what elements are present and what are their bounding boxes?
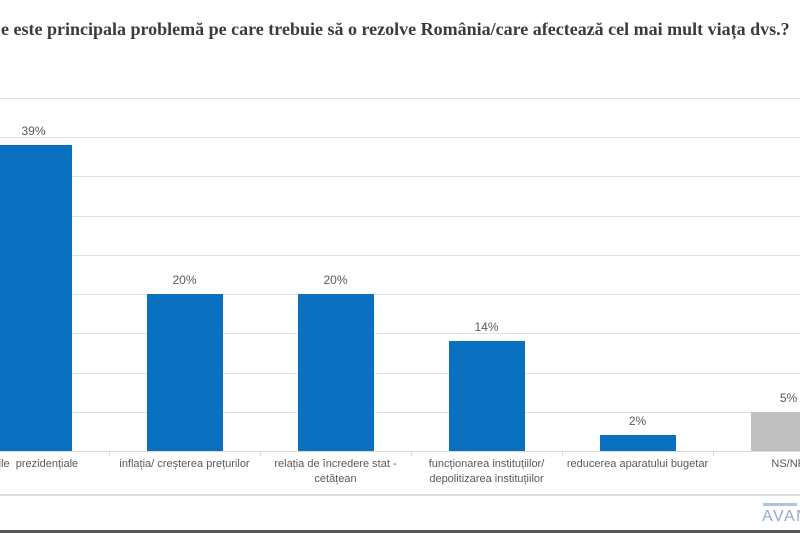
category-label: NS/NR: [771, 458, 800, 470]
gridline-10pct: [0, 372, 800, 374]
x-axis-tick: [713, 451, 714, 456]
category-label: funcționarea instituțiilor/ depolitizare…: [428, 458, 545, 485]
category-label: inflația/ creșterea prețurilor: [119, 458, 250, 470]
x-axis-tick: [411, 451, 412, 456]
chart-title: e este principala problemă pe care trebu…: [1, 19, 790, 39]
bar-1: [0, 144, 72, 451]
category-label: relația de încredere stat - cetățean: [274, 458, 397, 485]
x-axis-line: [0, 451, 800, 452]
gridline-20pct: [0, 294, 800, 295]
x-axis-tick: [562, 451, 563, 456]
bar-value-label: 5%: [779, 390, 798, 405]
bar-4: [448, 341, 525, 451]
category-label: erile prezidențiale: [0, 458, 79, 470]
gridline-15pct: [0, 333, 800, 335]
gridline-35pct: [0, 176, 800, 178]
bar-3: [297, 294, 374, 451]
x-axis-tick: [109, 451, 110, 456]
bar-value-label: 20%: [172, 273, 197, 287]
bar-value-label: 14%: [474, 320, 499, 335]
bar-value-label: 39%: [21, 123, 46, 138]
footer-separator-line: [0, 494, 800, 496]
gridline-25pct: [0, 254, 800, 256]
x-axis-tick: [260, 451, 261, 456]
slide-bottom-border: [0, 530, 800, 533]
bar-value-label: 2%: [628, 414, 647, 429]
logo-tagline-smalltext: [763, 503, 797, 506]
category-label: reducerea aparatului bugetar: [566, 458, 709, 470]
gridline-5pct: [0, 411, 800, 413]
bar-5: [599, 435, 676, 451]
bar-2: [146, 294, 223, 451]
bar-6: [750, 411, 800, 451]
avangarde-logo: AVAN: [762, 503, 800, 526]
gridline-40pct: [0, 137, 800, 138]
gridline-45pct: [0, 97, 800, 99]
gridline-30pct: [0, 215, 800, 217]
bar-value-label: 20%: [323, 273, 348, 287]
logo-text: AVAN: [762, 508, 800, 525]
